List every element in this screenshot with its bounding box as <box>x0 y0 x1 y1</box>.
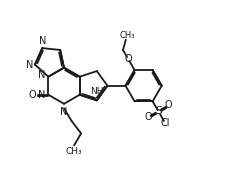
Text: O: O <box>164 100 172 110</box>
Text: Cl: Cl <box>160 118 169 128</box>
Text: CH₃: CH₃ <box>66 147 82 156</box>
Text: S: S <box>154 106 161 116</box>
Text: O: O <box>144 112 151 122</box>
Text: NH: NH <box>90 87 103 96</box>
Text: N: N <box>38 36 46 46</box>
Text: N: N <box>38 90 46 100</box>
Text: N: N <box>38 70 46 80</box>
Text: CH₃: CH₃ <box>119 31 134 40</box>
Text: O: O <box>28 90 36 100</box>
Text: O: O <box>124 54 131 64</box>
Text: N: N <box>26 60 33 70</box>
Text: N: N <box>60 107 68 117</box>
